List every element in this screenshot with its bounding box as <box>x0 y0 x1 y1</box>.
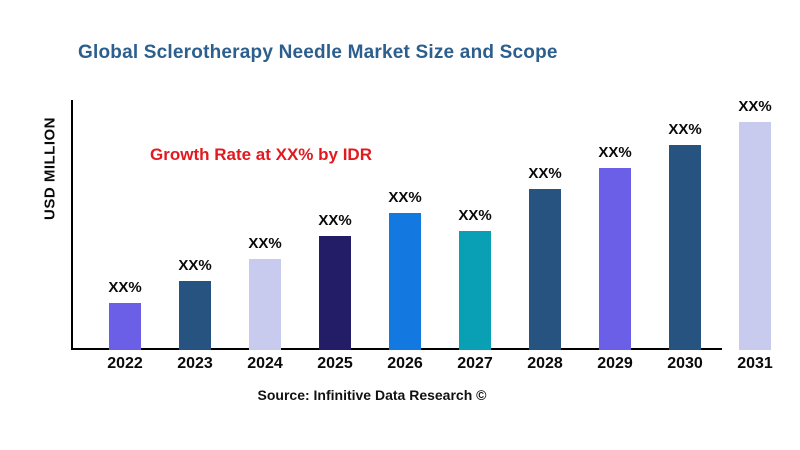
x-tick-2031: 2031 <box>737 355 773 372</box>
x-tick-2024: 2024 <box>247 355 283 372</box>
x-tick-2025: 2025 <box>317 355 353 372</box>
bar-value-label-2027: XX% <box>458 207 492 224</box>
y-axis-line <box>71 100 73 350</box>
x-tick-2026: 2026 <box>387 355 423 372</box>
growth-rate-annotation: Growth Rate at XX% by IDR <box>150 145 372 164</box>
y-axis-label: USD MILLION <box>41 117 59 220</box>
bar-value-label-2023: XX% <box>178 257 212 274</box>
x-tick-2030: 2030 <box>667 355 703 372</box>
bar-2028 <box>529 189 561 350</box>
bar-2029 <box>599 168 631 350</box>
x-tick-2027: 2027 <box>457 355 493 372</box>
bar-value-label-2029: XX% <box>598 144 632 161</box>
bar-value-label-2026: XX% <box>388 189 422 206</box>
chart-title: Global Sclerotherapy Needle Market Size … <box>78 42 558 63</box>
bar-value-label-2031: XX% <box>738 98 772 115</box>
source-caption: Source: Infinitive Data Research © <box>257 387 487 403</box>
bar-2023 <box>179 281 211 350</box>
bar-value-label-2025: XX% <box>318 212 352 229</box>
bar-2026 <box>389 213 421 350</box>
bar-2022 <box>109 303 141 350</box>
x-tick-2029: 2029 <box>597 355 633 372</box>
bar-2027 <box>459 231 491 350</box>
bar-2025 <box>319 236 351 350</box>
x-tick-2023: 2023 <box>177 355 213 372</box>
bar-value-label-2022: XX% <box>108 279 142 296</box>
bar-value-label-2028: XX% <box>528 165 562 182</box>
bar-2031 <box>739 122 771 350</box>
bar-2030 <box>669 145 701 350</box>
bar-value-label-2030: XX% <box>668 121 702 138</box>
bar-2024 <box>249 259 281 350</box>
x-tick-2028: 2028 <box>527 355 563 372</box>
x-tick-2022: 2022 <box>107 355 143 372</box>
bar-value-label-2024: XX% <box>248 235 282 252</box>
